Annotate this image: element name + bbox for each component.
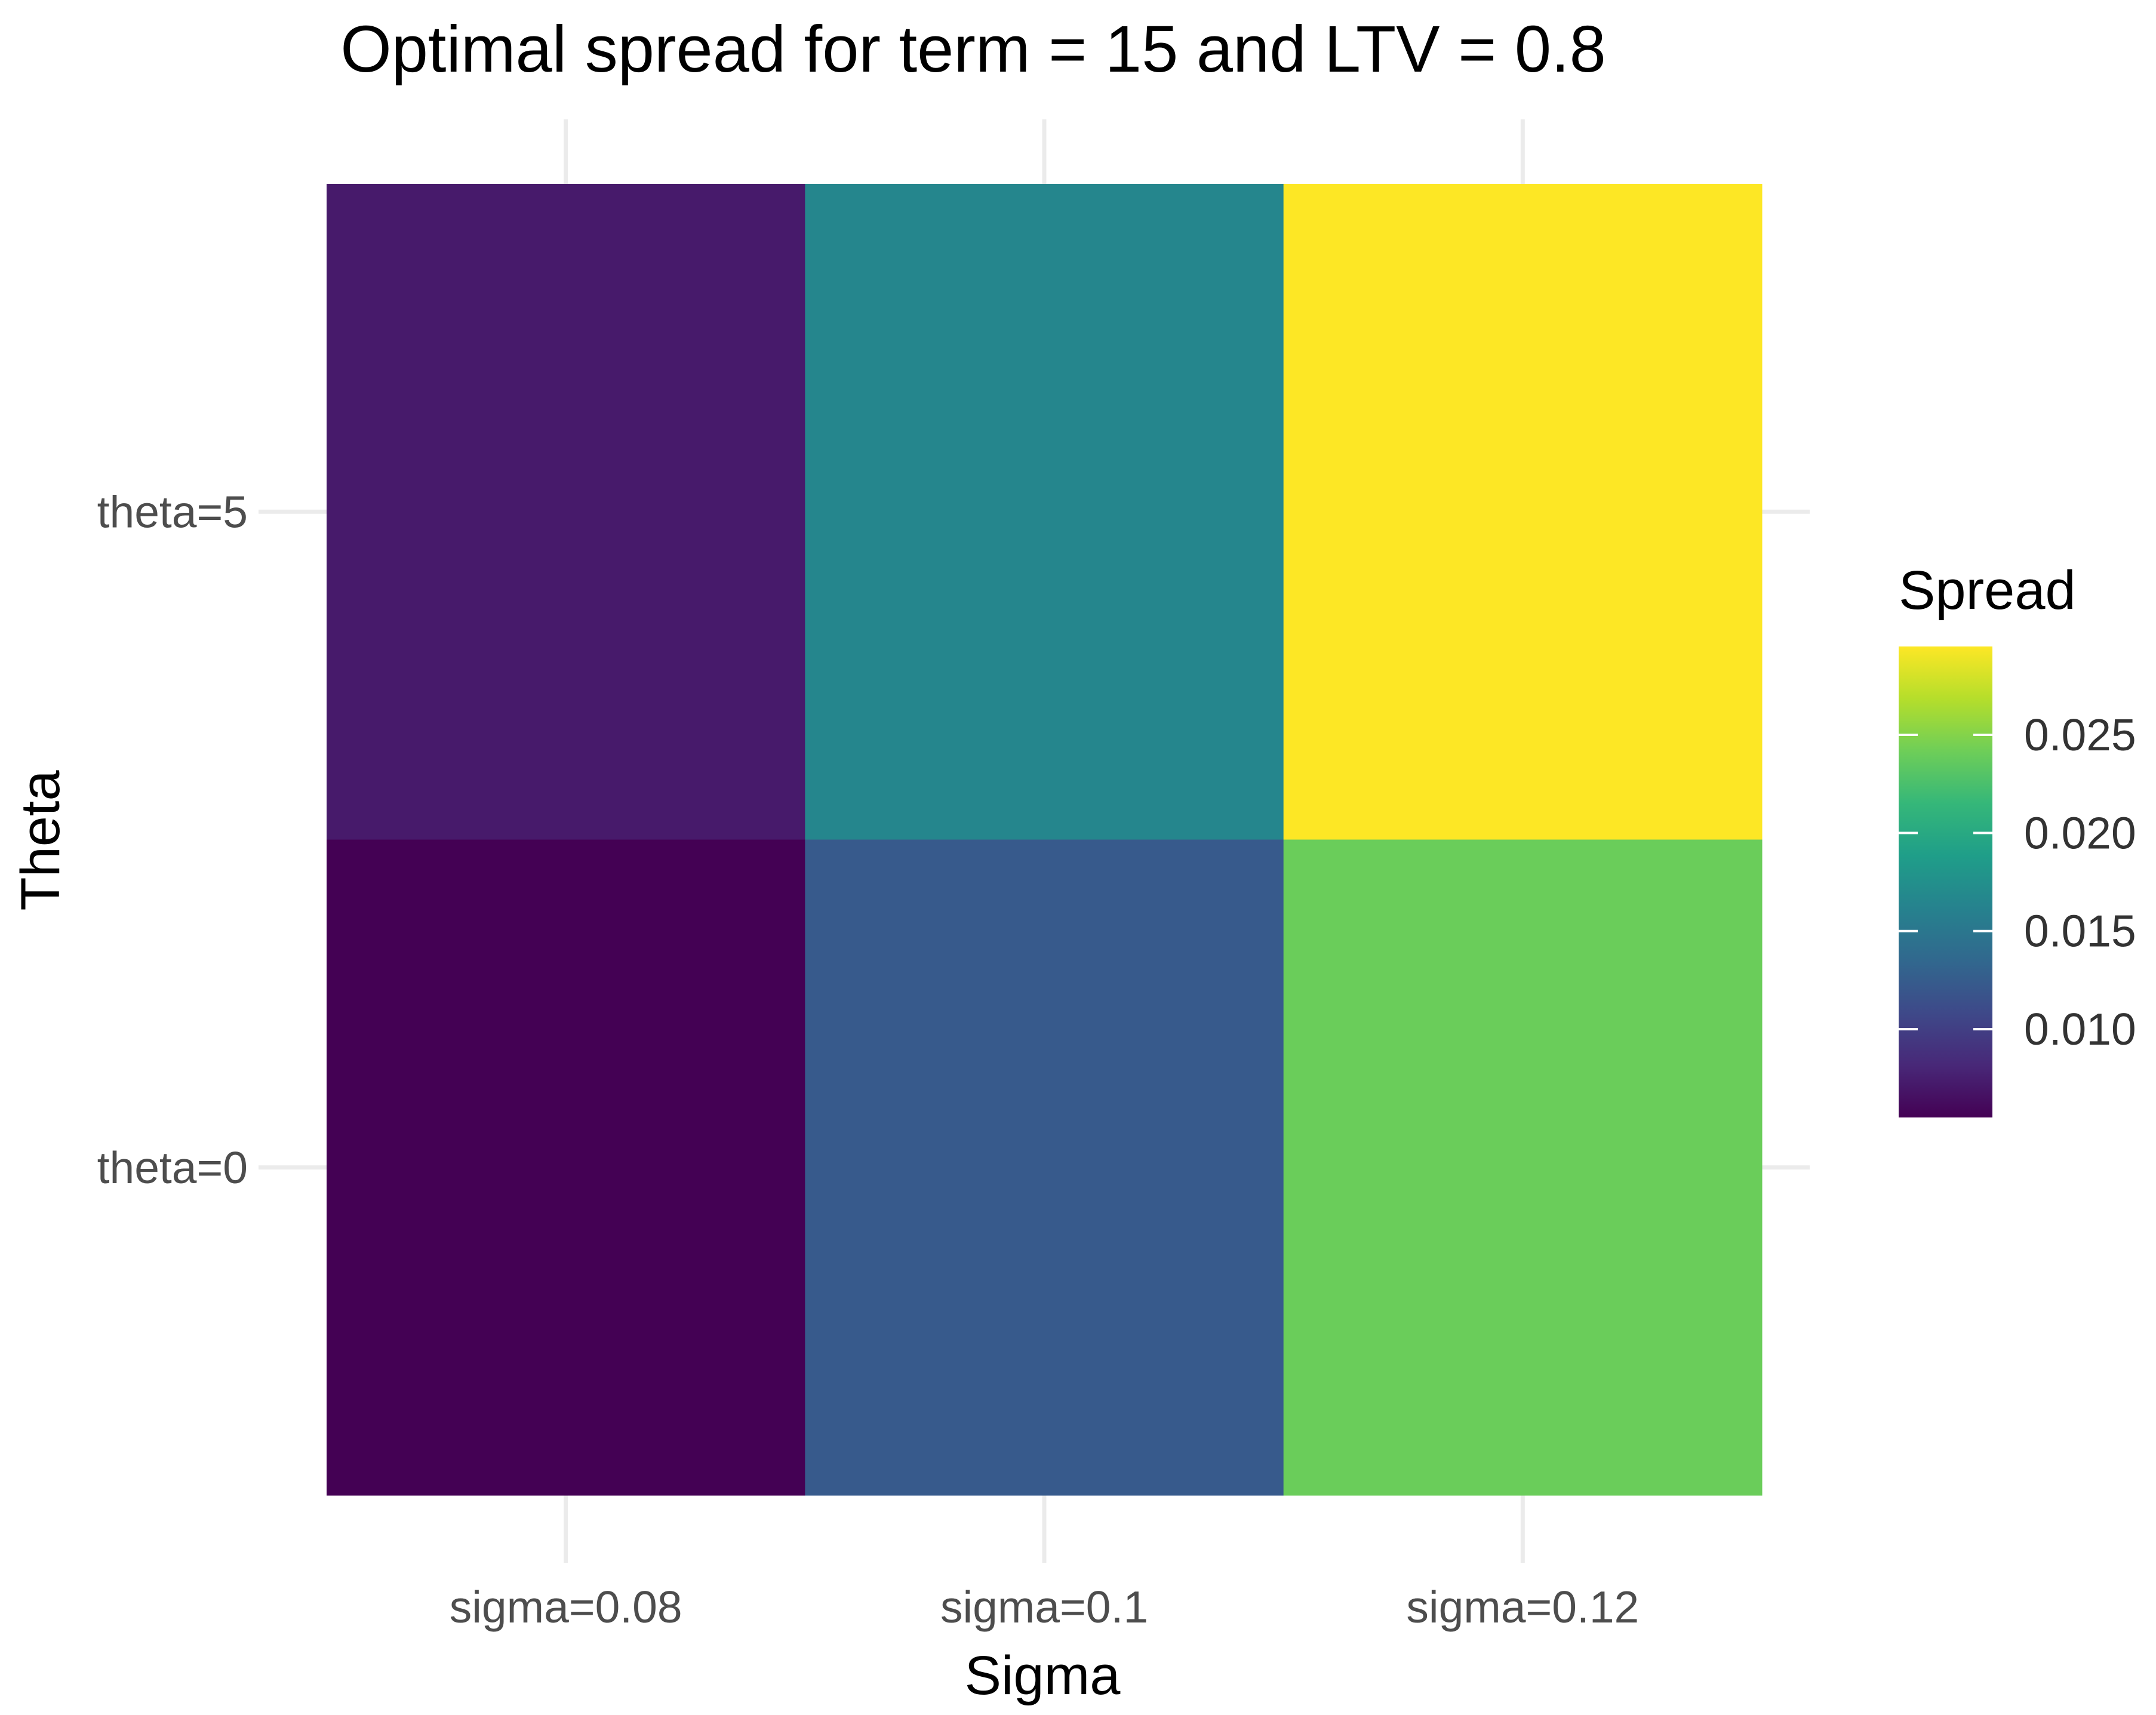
- heatmap-cell: [1283, 839, 1763, 1496]
- heatmap-cell: [805, 839, 1284, 1496]
- heatmap-cell: [1283, 184, 1763, 840]
- x-tick-label: sigma=0.08: [450, 1582, 682, 1632]
- legend-tick-label: 0.010: [2024, 1004, 2136, 1054]
- legend-tick-label: 0.020: [2024, 808, 2136, 858]
- legend-title: Spread: [1899, 560, 2076, 621]
- chart-title: Optimal spread for term = 15 and LTV = 0…: [340, 13, 1606, 86]
- heatmap-cell: [327, 184, 805, 840]
- y-tick-label: theta=5: [97, 487, 248, 537]
- legend: Spread 0.010 0.015 0.020 0.025: [1899, 560, 2136, 1117]
- legend-tick-label: 0.025: [2024, 710, 2136, 760]
- heatmap-cell: [327, 839, 805, 1496]
- legend-tick-label: 0.015: [2024, 906, 2136, 956]
- y-axis-title: Theta: [10, 770, 71, 911]
- x-axis-title: Sigma: [965, 1645, 1121, 1706]
- y-tick-label: theta=0: [97, 1143, 248, 1193]
- x-tick-label: sigma=0.1: [940, 1582, 1148, 1632]
- x-tick-label: sigma=0.12: [1406, 1582, 1639, 1632]
- legend-ticks: 0.010 0.015 0.020 0.025: [1899, 710, 2136, 1054]
- heatmap-cell: [805, 184, 1284, 840]
- legend-colorbar: [1899, 646, 1992, 1117]
- heatmap-cells: [327, 184, 1763, 1496]
- y-tick-labels: theta=0 theta=5: [97, 487, 248, 1193]
- x-tick-labels: sigma=0.08 sigma=0.1 sigma=0.12: [450, 1582, 1640, 1632]
